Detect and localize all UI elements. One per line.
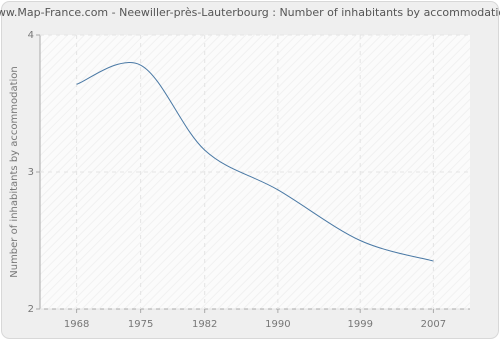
- x-tick-label: 1990: [265, 319, 290, 330]
- x-tick-label: 1968: [64, 319, 89, 330]
- x-tick-label: 1975: [128, 319, 153, 330]
- y-tick-label: 2: [28, 304, 34, 315]
- y-axis-label: Number of inhabitants by accommodation: [9, 66, 20, 278]
- x-tick-label: 1982: [192, 319, 217, 330]
- y-tick-label: 4: [28, 30, 34, 41]
- y-tick-label: 3: [28, 167, 34, 178]
- x-tick-label: 1999: [347, 319, 372, 330]
- chart-title: www.Map-France.com - Neewiller-près-Laut…: [0, 6, 500, 19]
- x-tick-label: 2007: [421, 319, 446, 330]
- data-line: [76, 62, 434, 262]
- plot-area: [40, 35, 470, 309]
